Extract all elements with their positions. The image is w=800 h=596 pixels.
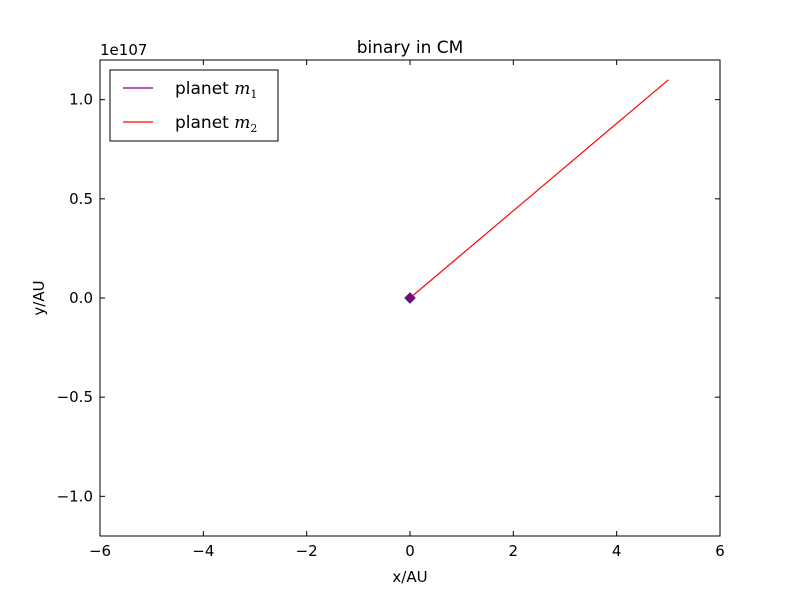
x-tick-label: 6 [715, 542, 725, 560]
x-tick-label: 2 [509, 542, 519, 560]
x-tick-label: −6 [89, 542, 111, 560]
legend-label: planet m2 [175, 113, 257, 135]
y-tick-label: 0.0 [69, 289, 93, 307]
x-ticks: −6 −4 −2 0 2 4 6 [89, 60, 725, 560]
axis-offset-text: 1e107 [100, 41, 147, 59]
y-ticks: −1.0 −0.5 0.0 0.5 1.0 [57, 91, 720, 505]
series-line-planet-m2 [409, 79, 669, 299]
chart-title: binary in CM [357, 38, 464, 58]
plot-area-frame [99, 59, 721, 537]
y-tick-label: −1.0 [57, 487, 93, 505]
y-tick-label: 1.0 [69, 91, 93, 109]
x-tick-label: 4 [612, 542, 622, 560]
legend-label: planet m1 [175, 79, 257, 101]
x-tick-label: 0 [405, 542, 415, 560]
plot-series [404, 79, 669, 304]
x-tick-label: −2 [296, 542, 318, 560]
y-tick-label: −0.5 [57, 388, 93, 406]
legend: planet m1 planet m2 [109, 69, 279, 142]
legend-box [109, 69, 279, 142]
y-tick-label: 0.5 [69, 190, 93, 208]
series-point-planet-m1 [404, 292, 416, 304]
x-axis-label: x/AU [392, 568, 427, 586]
x-tick-label: −4 [192, 542, 214, 560]
y-axis-label: y/AU [30, 280, 48, 315]
